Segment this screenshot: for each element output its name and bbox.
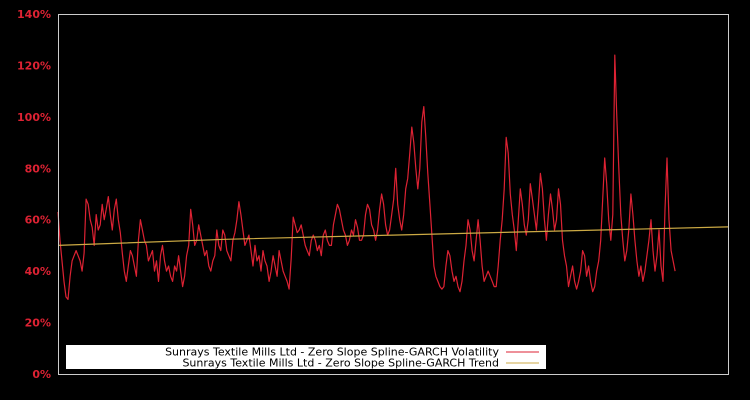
y-tick-label: 100% — [17, 111, 51, 124]
legend-label-volatility: Sunrays Textile Mills Ltd - Zero Slope S… — [165, 346, 499, 359]
volatility-line — [57, 54, 676, 300]
legend: Sunrays Textile Mills Ltd - Zero Slope S… — [66, 345, 546, 370]
y-tick-label: 0% — [32, 368, 51, 381]
y-axis: 0% 20% 40% 60% 80% 100% 120% 140% — [17, 8, 51, 381]
y-tick-label: 140% — [17, 8, 51, 21]
plot-frame — [58, 14, 729, 375]
y-tick-label: 40% — [25, 265, 51, 278]
legend-label-trend: Sunrays Textile Mills Ltd - Zero Slope S… — [182, 357, 499, 370]
trend-line — [57, 226, 729, 246]
y-tick-label: 60% — [25, 214, 51, 227]
plot-area — [57, 54, 729, 300]
y-tick-label: 120% — [17, 59, 51, 72]
y-tick-label: 20% — [25, 317, 51, 330]
y-tick-label: 80% — [25, 162, 51, 175]
legend-box — [66, 345, 546, 369]
